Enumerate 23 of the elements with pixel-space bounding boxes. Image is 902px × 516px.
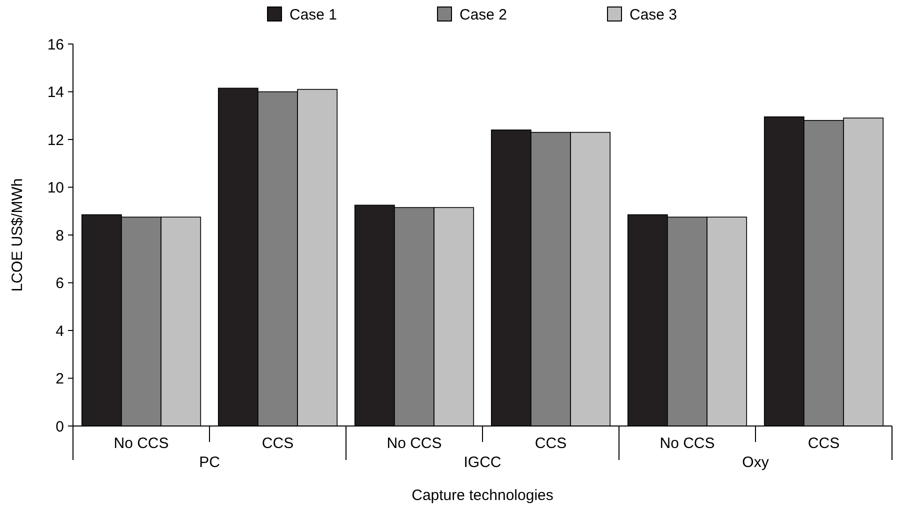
x-tick-label: CCS <box>262 435 294 452</box>
text: Oxy <box>742 454 770 471</box>
y-tick-label: 2 <box>56 370 64 388</box>
y-tick-label: 0 <box>56 418 64 436</box>
y-axis-title: LCOE US$/MWh <box>9 178 26 292</box>
y-tick-label: 14 <box>47 84 64 101</box>
x-tick-label: No CCS <box>660 435 715 452</box>
x-tick-label: CCS <box>534 435 567 452</box>
text: IGCC <box>464 454 502 471</box>
x-tick-label: No CCS <box>114 435 169 452</box>
y-tick-label: 8 <box>56 227 64 244</box>
x-axis-title: Capture technologies <box>412 487 554 504</box>
text: PC <box>199 454 220 471</box>
y-tick-label: 12 <box>47 132 64 149</box>
legend-label: Case 3 <box>630 6 678 24</box>
y-tick-label: 10 <box>47 180 64 196</box>
x-tick-label: No CCS <box>386 435 442 452</box>
legend-label: Case 1 <box>290 6 338 24</box>
y-tick-label: 4 <box>56 322 64 340</box>
y-tick-label: 16 <box>47 36 64 54</box>
y-tick-label: 6 <box>56 275 64 292</box>
legend-label: Case 2 <box>460 6 508 24</box>
x-tick-label: CCS <box>808 435 840 452</box>
